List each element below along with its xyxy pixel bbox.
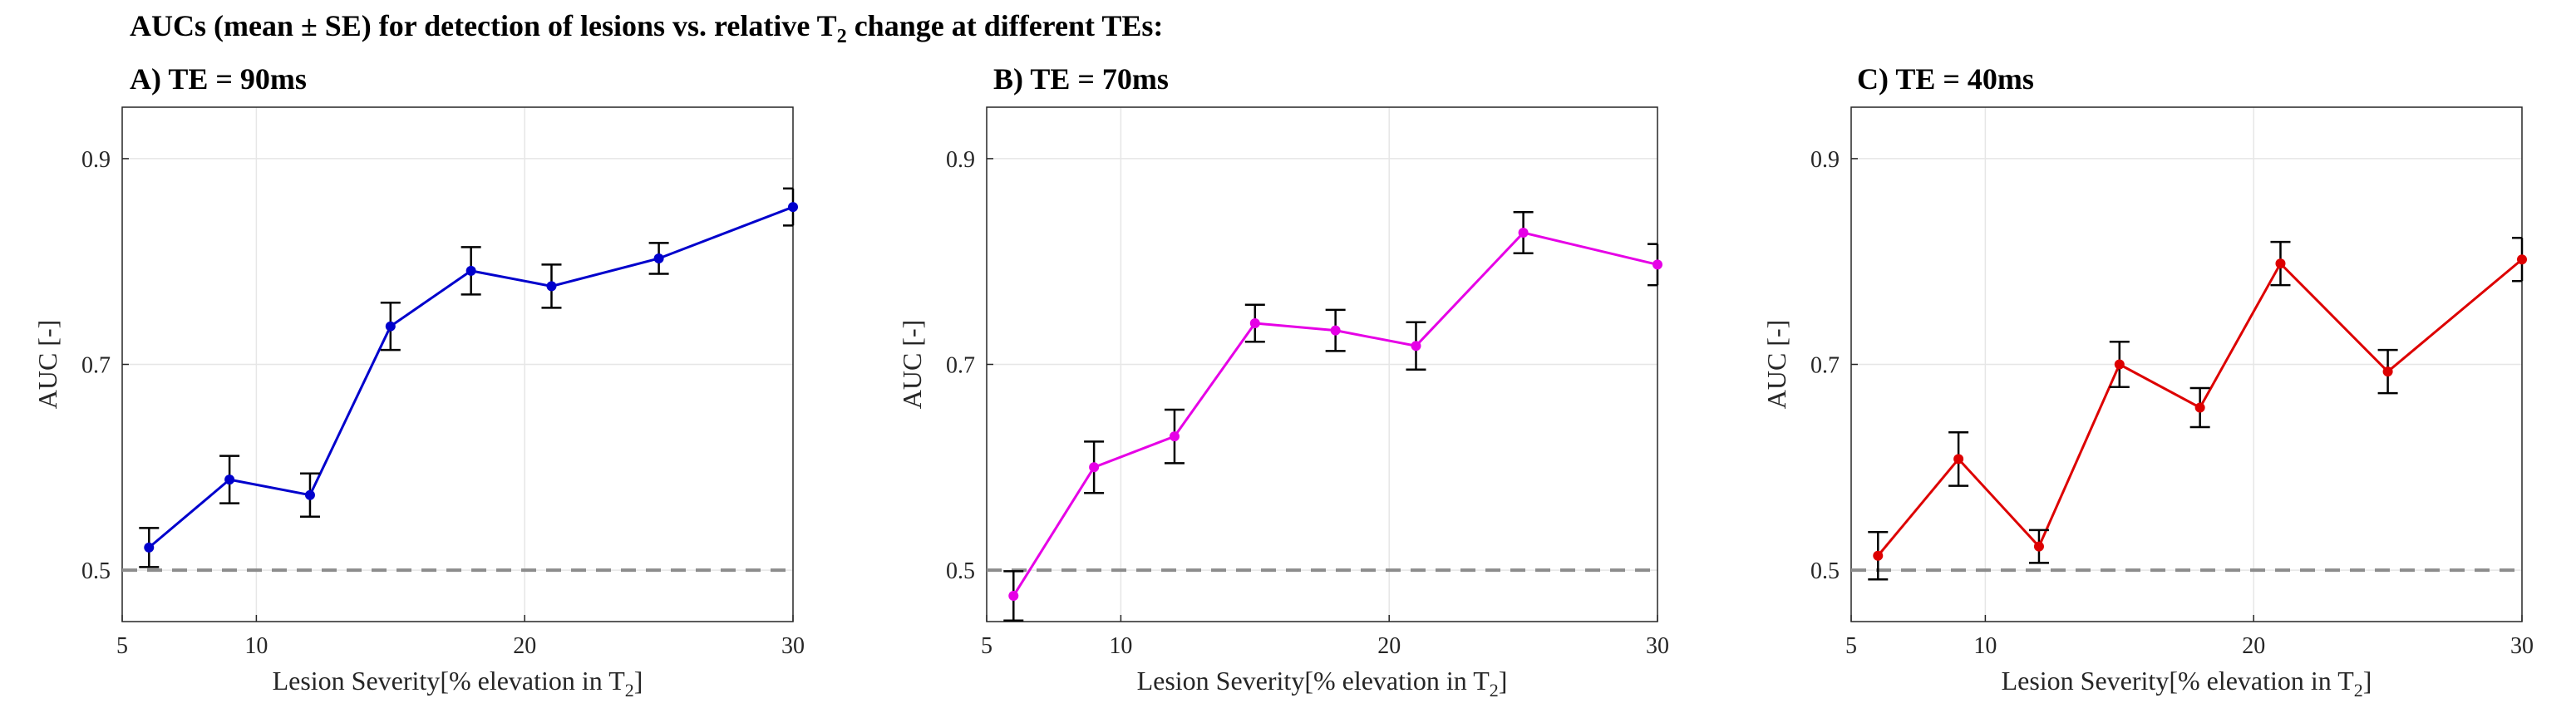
chart-c-data-point <box>2382 366 2393 377</box>
chart-b-data-point <box>1169 431 1180 442</box>
chart-b-xlabel: Lesion Severity[% elevation in T2] <box>1137 666 1508 701</box>
chart-a-xlabel: Lesion Severity[% elevation in T2] <box>273 666 643 701</box>
chart-c-data-point <box>2194 402 2205 413</box>
chart-b-data-point <box>1518 228 1529 238</box>
chart-a-data-point <box>144 542 155 553</box>
chart-a-ylabel: AUC [-] <box>32 320 62 410</box>
chart-a-xlabel-main: Lesion Severity[% elevation in T <box>273 666 626 696</box>
chart-c-ytick-label: 0.5 <box>1810 558 1840 584</box>
chart-a-data-point <box>385 321 396 332</box>
chart-b-data-point <box>1411 341 1421 352</box>
chart-c-data-point <box>1953 454 1964 465</box>
panel-a-title: A) TE = 90ms <box>130 62 307 96</box>
chart-c-data-point <box>2275 258 2286 269</box>
chart-c-xtick-label: 30 <box>2510 633 2534 659</box>
chart-c-ylabel: AUC [-] <box>1761 320 1791 410</box>
chart-a-xlabel-tail: ] <box>634 666 643 696</box>
chart-a-xtick-label: 10 <box>244 633 268 659</box>
chart-a-ytick-label: 0.5 <box>81 558 111 584</box>
chart-c-xlabel-subscript: 2 <box>2354 680 2363 701</box>
chart-a-xtick-label: 5 <box>116 633 128 659</box>
chart-b-xtick-label: 10 <box>1109 633 1132 659</box>
chart-b-data-point <box>1008 591 1019 602</box>
chart-b-xtick-label: 30 <box>1646 633 1669 659</box>
chart-b-xlabel-main: Lesion Severity[% elevation in T <box>1137 666 1490 696</box>
chart-a-data-point <box>788 202 798 213</box>
chart-b-xtick-label: 5 <box>981 633 992 659</box>
chart-c-xlabel: Lesion Severity[% elevation in T2] <box>2002 666 2372 701</box>
chart-a-data-point <box>465 265 476 276</box>
chart-c-ytick-label: 0.9 <box>1810 147 1840 173</box>
chart-a-data-point <box>224 474 235 485</box>
chart-b-ylabel: AUC [-] <box>897 320 927 410</box>
chart-b-data-point <box>1089 462 1100 473</box>
chart-c-xtick-label: 5 <box>1845 633 1857 659</box>
chart-c-xlabel-main: Lesion Severity[% elevation in T <box>2002 666 2355 696</box>
chart-a-ytick-label: 0.7 <box>81 353 111 379</box>
chart-b-xtick-label: 20 <box>1377 633 1401 659</box>
chart-a-xtick-label: 20 <box>513 633 536 659</box>
chart-a-xtick-label: 30 <box>781 633 805 659</box>
chart-a-series-line <box>148 205 794 549</box>
chart-c-ytick-label: 0.7 <box>1810 353 1840 379</box>
chart-b-data-point <box>1652 259 1662 270</box>
chart-c-data-point <box>1873 550 1884 561</box>
chart-panel-c: 5 10 20 30 0.5 0.7 0.9 Lesion Severity[% elevat… <box>1761 106 2534 701</box>
figure-title-main: AUCs (mean ± SE) for detection of lesion… <box>130 9 837 42</box>
figure-title: AUCs (mean ± SE) for detection of lesion… <box>130 8 1163 48</box>
chart-a-data-point <box>304 489 315 500</box>
chart-a-ytick-label: 0.9 <box>81 147 111 173</box>
chart-c-series-line <box>1877 258 2523 557</box>
chart-c-xtick-label: 20 <box>2242 633 2265 659</box>
chart-c-xlabel-tail: ] <box>2363 666 2372 696</box>
chart-panel-a: 5 10 20 30 0.5 0.7 0.9 Lesion Severity[% elevat… <box>32 106 805 701</box>
chart-b-series-line <box>1012 231 1658 597</box>
chart-c-data-point <box>2114 359 2125 370</box>
chart-b-ytick-label: 0.9 <box>946 147 975 173</box>
chart-panel-b: 5 10 20 30 0.5 0.7 0.9 Lesion Severity[% elevat… <box>897 106 1669 701</box>
chart-a-data-point <box>653 253 664 263</box>
chart-b-ytick-label: 0.7 <box>946 353 975 379</box>
figure-title-tail: change at different TEs: <box>846 9 1164 42</box>
chart-b-xlabel-tail: ] <box>1499 666 1508 696</box>
chart-b-data-point <box>1330 325 1341 336</box>
chart-b-xlabel-subscript: 2 <box>1490 680 1499 701</box>
panel-c-title: C) TE = 40ms <box>1857 62 2034 96</box>
chart-b-data-point <box>1249 317 1260 328</box>
chart-b-ytick-label: 0.5 <box>946 558 975 584</box>
chart-c-data-point <box>2517 254 2527 265</box>
panel-b-title: B) TE = 70ms <box>993 62 1169 96</box>
chart-c-xtick-label: 10 <box>1973 633 1997 659</box>
chart-a-data-point <box>546 281 557 292</box>
chart-a-xlabel-subscript: 2 <box>625 680 634 701</box>
chart-c-data-point <box>2033 541 2044 552</box>
figure-title-subscript: 2 <box>836 26 847 48</box>
